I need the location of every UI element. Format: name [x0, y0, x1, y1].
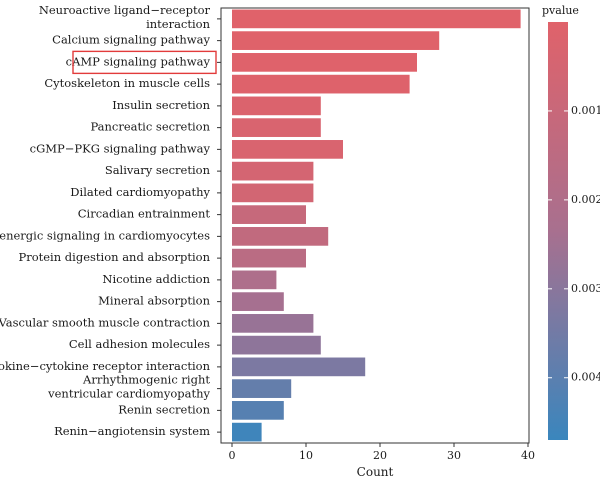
x-tick-label: 10: [299, 449, 313, 462]
bar: [232, 118, 321, 137]
category-label: Circadian entrainment: [78, 207, 211, 221]
legend-tick-label: 0.003: [571, 282, 600, 295]
bar: [232, 379, 292, 398]
legend-tick-label: 0.001: [571, 104, 600, 117]
x-axis-title: Count: [357, 465, 394, 479]
category-label: Calcium signaling pathway: [52, 33, 210, 47]
bar: [232, 53, 417, 72]
bar: [232, 292, 284, 311]
plot-panel-border: [220, 7, 530, 444]
bar: [232, 31, 440, 50]
bar: [232, 74, 410, 94]
category-label: Pancreatic secretion: [90, 120, 210, 134]
bar: [232, 314, 314, 333]
category-label-line: Arrhythmogenic right: [82, 373, 210, 387]
bar: [232, 183, 314, 203]
category-label-line: Neuroactive ligand−receptor: [39, 3, 211, 17]
category-label: Cytokine−cytokine receptor interaction: [0, 359, 211, 373]
x-tick-label: 20: [373, 449, 387, 462]
category-label-line: interaction: [146, 17, 211, 31]
category-label: Renin secretion: [118, 402, 210, 416]
x-tick-label: 0: [229, 449, 236, 462]
bar: [232, 270, 277, 290]
bar: [232, 248, 306, 268]
category-label: Cytoskeleton in muscle cells: [44, 76, 210, 90]
category-label: Adrenergic signaling in cardiomyocytes: [0, 228, 210, 242]
legend-title: pvalue: [542, 4, 579, 17]
bar: [232, 422, 262, 442]
bar: [232, 140, 343, 159]
x-tick-label: 40: [521, 449, 535, 462]
legend-colorbar: [548, 22, 568, 440]
bar: [232, 227, 329, 246]
bar: [232, 96, 321, 116]
category-label-line: ventricular cardiomyopathy: [47, 387, 210, 401]
category-label: Insulin secretion: [112, 98, 210, 112]
highlight-box: [72, 50, 217, 75]
category-label: Vascular smooth muscle contraction: [0, 315, 211, 329]
bar: [232, 205, 306, 224]
category-label: Neuroactive ligand−receptor interaction: [39, 3, 211, 31]
bar: [232, 161, 314, 181]
bar: [232, 335, 321, 355]
pvalue-legend: pvalue 0.001 0.002 0.003 0.004: [542, 4, 600, 440]
legend-tick-label: 0.004: [571, 371, 600, 384]
category-label: cGMP−PKG signaling pathway: [30, 141, 211, 155]
legend-tick-label: 0.002: [571, 193, 600, 206]
category-label: Renin−angiotensin system: [54, 424, 210, 438]
bar: [232, 357, 366, 377]
category-label: Arrhythmogenic right ventricular cardiomy…: [47, 373, 210, 401]
category-label: Salivary secretion: [105, 163, 211, 177]
x-tick-label: 30: [447, 449, 461, 462]
category-label: Protein digestion and absorption: [18, 250, 210, 264]
category-label: Dilated cardiomyopathy: [70, 185, 210, 199]
plot-area: Neuroactive ligand−receptor interaction Ca…: [0, 3, 535, 479]
category-label: Mineral absorption: [98, 294, 210, 308]
bar: [232, 401, 284, 420]
category-label: cAMP signaling pathway: [66, 54, 211, 68]
category-label: Nicotine addiction: [102, 272, 210, 286]
bar: [232, 9, 521, 29]
category-label: Cell adhesion molecules: [69, 337, 210, 351]
